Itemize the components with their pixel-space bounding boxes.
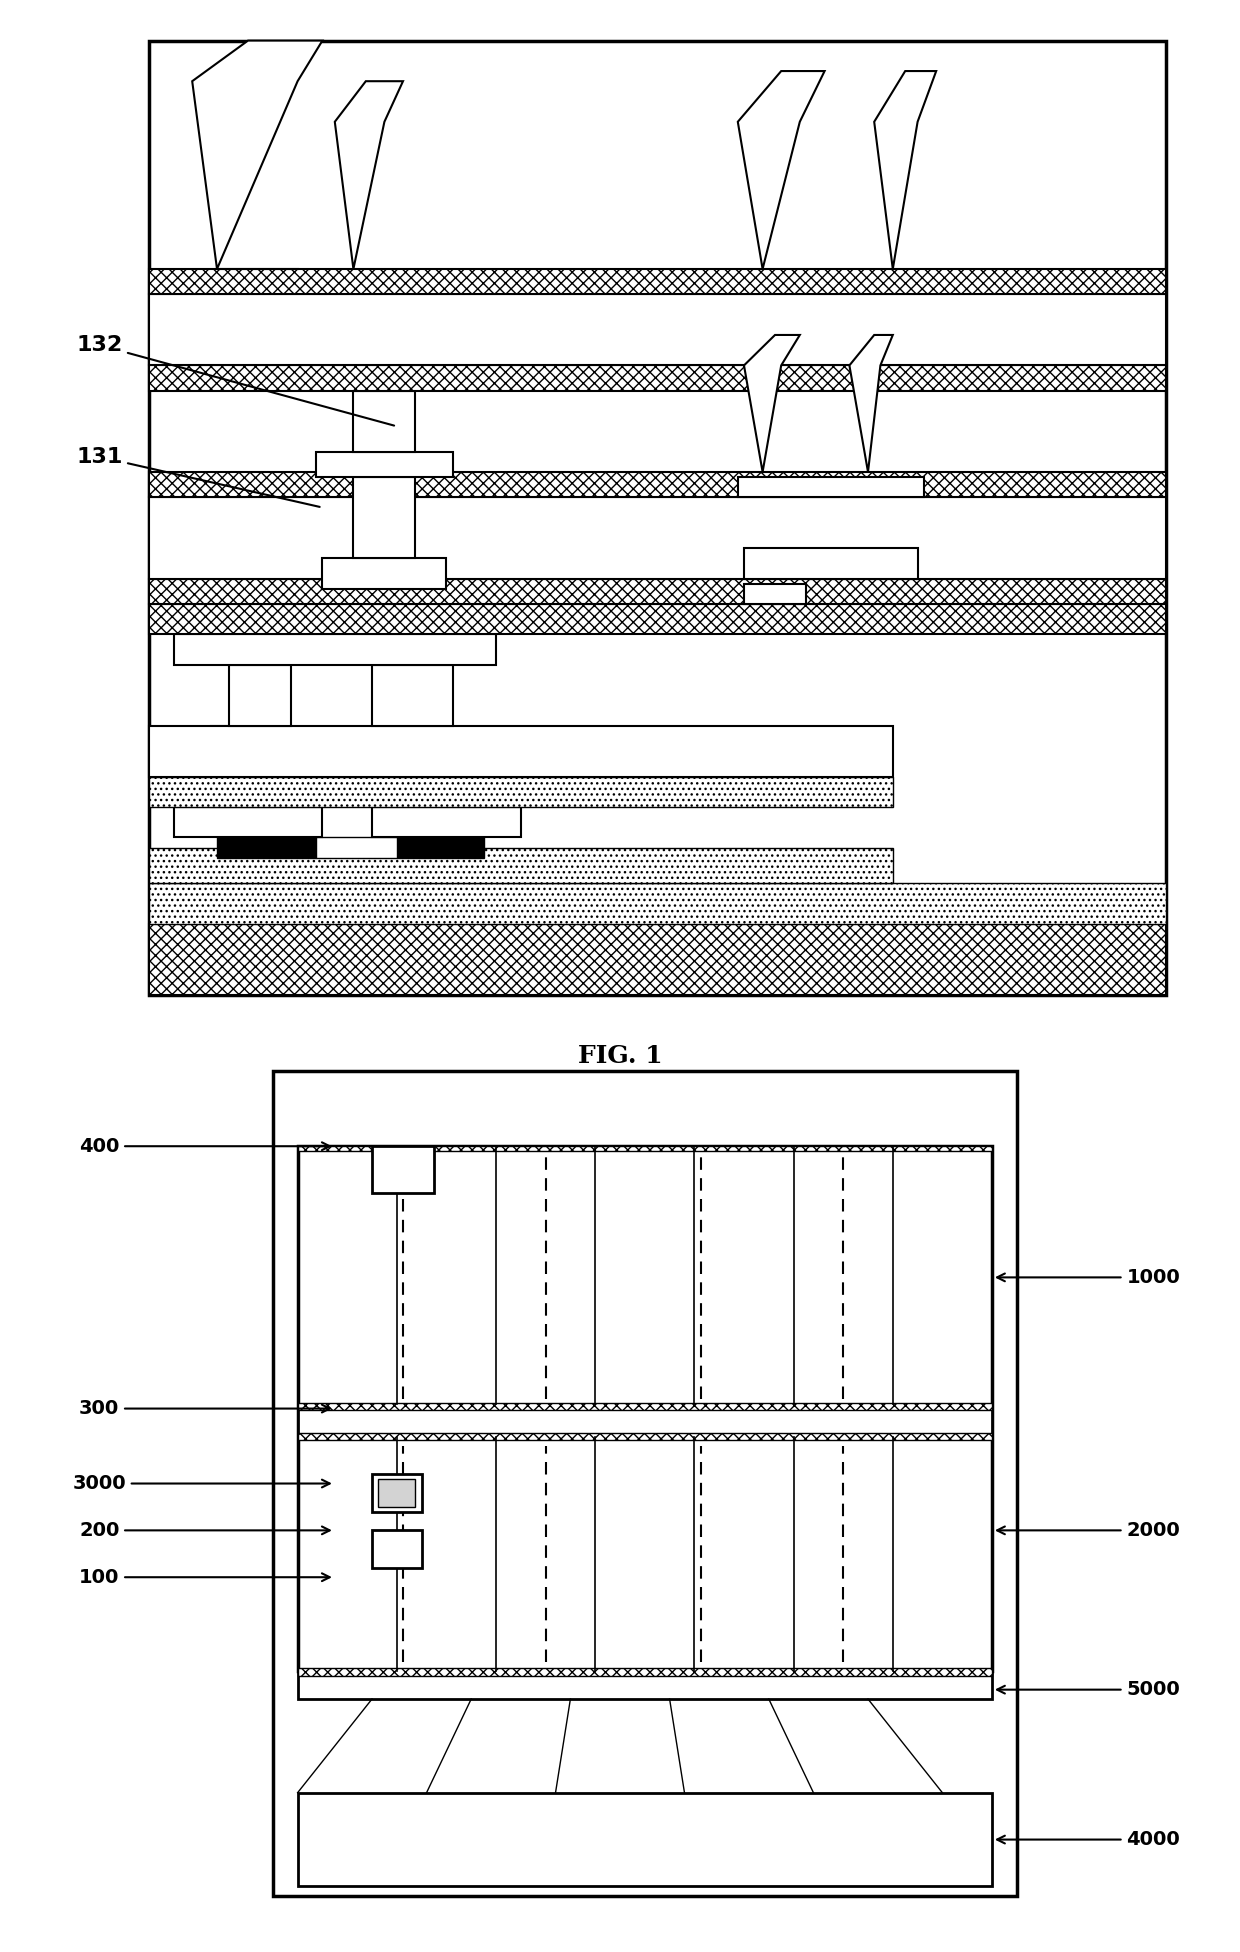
Text: 5000: 5000	[997, 1681, 1180, 1698]
Text: 100: 100	[79, 1567, 330, 1587]
Bar	[372, 1530, 422, 1567]
Bar	[316, 837, 397, 857]
Bar	[149, 882, 1166, 923]
Bar	[372, 1474, 422, 1511]
Bar	[298, 1671, 992, 1698]
Bar	[149, 777, 893, 806]
Bar	[149, 269, 1166, 295]
Bar	[217, 832, 316, 857]
Bar	[149, 923, 1166, 996]
Bar	[372, 806, 521, 837]
Bar	[744, 549, 918, 578]
Bar	[316, 451, 453, 476]
Bar	[378, 1480, 415, 1507]
Polygon shape	[874, 70, 936, 269]
Bar	[744, 584, 806, 603]
Text: 200: 200	[79, 1521, 330, 1540]
Bar	[174, 806, 322, 837]
Text: 1000: 1000	[997, 1269, 1180, 1286]
Text: PRIOR ART: PRIOR ART	[539, 1095, 701, 1118]
Text: 4000: 4000	[997, 1831, 1180, 1849]
Bar	[298, 1403, 992, 1411]
Bar	[149, 365, 1166, 390]
Bar	[298, 1146, 992, 1152]
Bar	[298, 1669, 992, 1675]
Bar	[372, 666, 453, 726]
Text: 300: 300	[79, 1400, 330, 1417]
Bar	[322, 558, 446, 590]
Bar	[149, 603, 1166, 634]
Text: FIG. 1: FIG. 1	[578, 1044, 662, 1068]
Bar	[149, 726, 893, 777]
Bar	[298, 1792, 992, 1886]
Bar	[273, 1072, 1017, 1895]
Bar	[372, 1146, 434, 1193]
Bar	[149, 41, 1166, 996]
Text: 2000: 2000	[997, 1521, 1180, 1540]
Bar	[397, 832, 484, 857]
Bar	[149, 578, 1166, 603]
Text: 3000: 3000	[72, 1474, 330, 1493]
Bar	[149, 847, 893, 882]
Bar	[353, 476, 415, 558]
Polygon shape	[192, 41, 322, 269]
Bar	[298, 1403, 992, 1437]
Text: 131: 131	[76, 447, 320, 508]
Bar	[353, 390, 415, 451]
Bar	[298, 1433, 992, 1441]
Bar	[149, 295, 1166, 365]
Text: 132: 132	[76, 336, 394, 426]
Polygon shape	[849, 336, 893, 472]
Bar	[229, 666, 291, 726]
Text: 400: 400	[79, 1136, 330, 1156]
Bar	[174, 634, 496, 666]
Polygon shape	[744, 336, 800, 472]
Bar	[211, 726, 273, 806]
Bar	[149, 498, 1166, 578]
Polygon shape	[738, 70, 825, 269]
Polygon shape	[335, 82, 403, 269]
Bar	[738, 476, 924, 498]
Bar	[149, 472, 1166, 498]
Bar	[298, 1146, 992, 1671]
